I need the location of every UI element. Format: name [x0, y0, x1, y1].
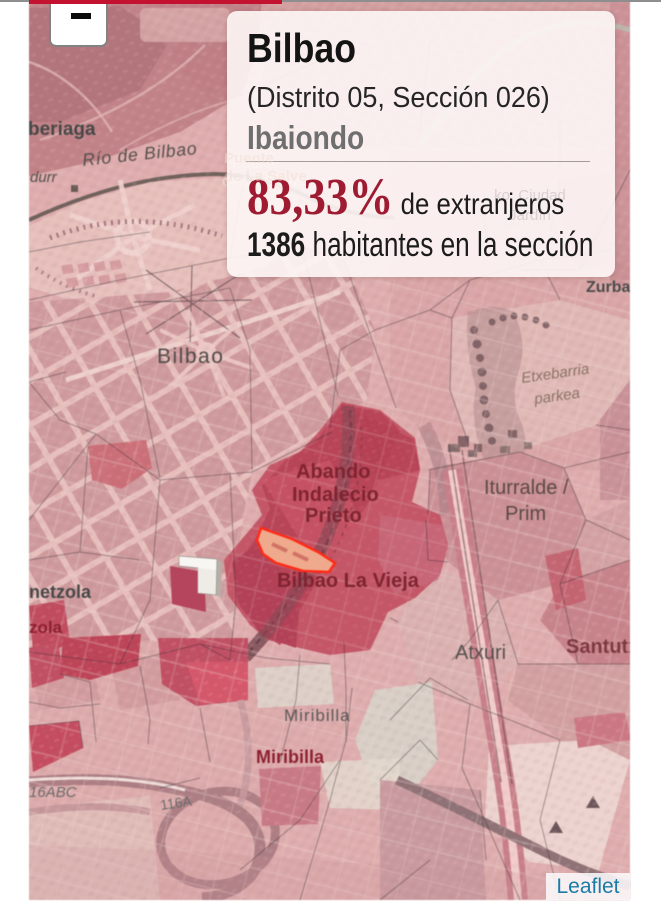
- svg-text:Prieto: Prieto: [305, 505, 362, 527]
- svg-text:Abando: Abando: [296, 461, 370, 483]
- svg-text:116A: 116A: [159, 793, 193, 813]
- svg-text:beriaga: beriaga: [29, 119, 96, 140]
- svg-text:netzola: netzola: [29, 582, 92, 602]
- svg-text:16ABC: 16ABC: [29, 784, 77, 801]
- svg-text:Miribilla: Miribilla: [256, 747, 325, 767]
- svg-text:Iturralde /: Iturralde /: [484, 477, 569, 499]
- svg-text:durr: durr: [30, 169, 58, 186]
- svg-text:parkea: parkea: [532, 385, 581, 408]
- svg-text:zola: zola: [29, 618, 63, 637]
- svg-text:Bilbao: Bilbao: [157, 345, 224, 368]
- svg-text:Bilbao La Vieja: Bilbao La Vieja: [277, 570, 420, 592]
- svg-text:Zurba: Zurba: [586, 279, 630, 296]
- svg-text:Santutx: Santutx: [566, 636, 630, 658]
- svg-text:Indalecio: Indalecio: [292, 484, 379, 506]
- svg-text:Atxuri: Atxuri: [455, 642, 506, 664]
- svg-text:Prim: Prim: [505, 503, 546, 525]
- svg-text:Miribilla: Miribilla: [284, 706, 351, 725]
